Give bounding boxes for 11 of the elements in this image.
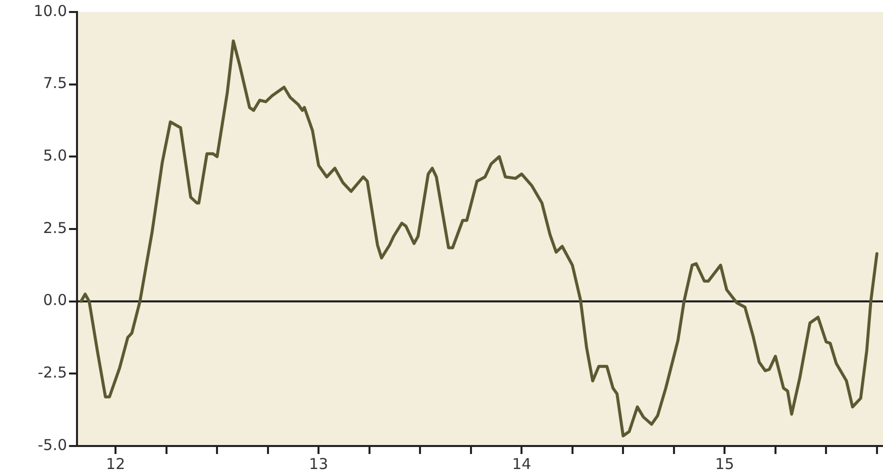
y-tick-label: 7.5 (43, 74, 67, 92)
x-tick-label: 15 (715, 454, 734, 473)
x-tick-label: 14 (512, 454, 532, 473)
y-tick-label: 2.5 (43, 218, 67, 237)
y-tick-label: 0.0 (43, 291, 67, 310)
x-tick-label: 13 (309, 454, 328, 473)
x-tick-label: 12 (106, 454, 126, 473)
y-tick-label: 10.0 (34, 2, 67, 20)
y-tick-label: -2.5 (38, 364, 67, 382)
y-tick-label: 5.0 (43, 146, 67, 165)
y-tick-label: -5.0 (38, 436, 67, 454)
